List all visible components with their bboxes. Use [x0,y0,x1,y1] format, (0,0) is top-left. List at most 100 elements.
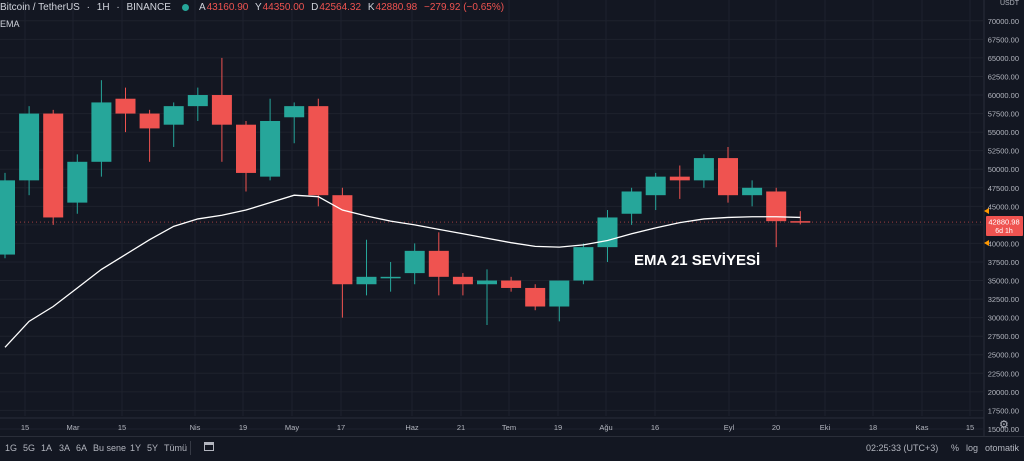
price-tick-label: 65000.00 [988,54,1019,63]
price-tick-label: 55000.00 [988,128,1019,137]
ema21-line [4,194,801,348]
time-tick-label: Haz [405,423,419,432]
high-value: 44350.00 [262,2,305,13]
price-tick-label: 32500.00 [988,295,1019,304]
time-tick-label: 15 [118,423,126,432]
alert-marker-icon [984,208,989,214]
candle-body [19,113,40,181]
price-tick-label: 27500.00 [988,332,1019,341]
range-button-5g[interactable]: 5G [23,443,36,453]
range-button-ytd[interactable]: Bu sene [93,443,127,453]
candle-body [260,120,281,177]
range-button-1a[interactable]: 1A [41,443,53,453]
price-tick-label: 70000.00 [988,17,1019,26]
price-tick-label: 57500.00 [988,110,1019,119]
time-tick-label: 19 [239,423,247,432]
close-label: K [367,2,375,13]
candle-body [645,176,666,196]
candle-body [718,158,738,196]
candle-body [525,287,546,307]
time-tick-label: 21 [457,423,465,432]
range-button-1y[interactable]: 1Y [130,443,142,453]
candle-body [597,217,618,248]
change-value: −279.92 (−0.65%) [424,2,505,13]
price-tick-label: 50000.00 [988,165,1019,174]
price-tick-label: 22500.00 [988,369,1019,378]
low-label: D [311,2,319,13]
time-tick-label: 16 [651,423,659,432]
candle-body [693,158,714,181]
price-tick-label: 25000.00 [988,351,1019,360]
candle-body [43,113,64,218]
price-chart[interactable]: 70000.00 67500.00 65000.00 62500.00 60000.00… [0,0,1024,436]
candle-body [501,280,522,288]
price-tag-value: 42880.98 [988,218,1019,227]
range-button-3a[interactable]: 3A [59,443,71,453]
market-status-icon [181,3,189,11]
time-tick-label: Kas [916,423,929,432]
candle-body [332,195,353,285]
candle-body [669,176,690,181]
high-label: Y [254,2,262,13]
close-value: 42880.98 [375,2,418,13]
symbol-name[interactable]: Bitcoin / TetherUS [0,2,80,13]
price-tick-label: 37500.00 [988,258,1019,267]
ema-annotation-label: EMA 21 SEVİYESİ [634,252,760,269]
calendar-icon[interactable] [204,442,214,451]
interval-label[interactable]: 1H [96,2,110,13]
price-tick-label: 40000.00 [988,239,1019,248]
range-button-all[interactable]: Tümü [164,443,188,453]
time-tick-label: 15 [966,423,974,432]
range-button-6a[interactable]: 6A [76,443,88,453]
price-tick-label: 15000.00 [988,425,1019,434]
low-value: 42564.32 [319,2,362,13]
candle-body [477,280,497,285]
timezone-clock[interactable]: 02:25:33 (UTC+3) [866,443,939,453]
exchange-label: BINANCE [126,2,171,13]
indicator-label[interactable]: EMA [0,19,20,29]
candle-body [742,187,763,196]
candle-body [549,280,570,307]
time-tick-label: 15 [21,423,29,432]
time-tick-label: 18 [869,423,877,432]
price-tick-label: 20000.00 [988,388,1019,397]
candle-body [356,276,377,285]
price-tick-label: 47500.00 [988,184,1019,193]
price-tick-label: 52500.00 [988,147,1019,156]
candle-body [380,276,401,279]
price-tick-label: 60000.00 [988,91,1019,100]
time-tick-label: Eyl [724,423,735,432]
range-button-1g[interactable]: 1G [5,443,18,453]
time-tick-label: Nis [190,423,201,432]
time-tick-label: May [285,423,299,432]
time-tick-label: 20 [772,423,780,432]
price-tick-label: 17500.00 [988,406,1019,415]
open-value: 43160.90 [206,2,249,13]
toolbar-divider [190,441,191,455]
time-tick-label: 19 [554,423,562,432]
candle-body [139,113,160,129]
price-tick-label: 30000.00 [988,314,1019,323]
price-tick-label: 35000.00 [988,277,1019,286]
candle-body [308,106,329,196]
time-tick-label: Mar [67,423,80,432]
price-tick-label: 62500.00 [988,72,1019,81]
log-scale-button[interactable]: log [966,443,979,453]
time-tick-label: Ağu [599,423,612,432]
candle-body [404,250,425,274]
candle-body [284,106,305,118]
settings-gear-icon[interactable]: ⚙ [999,419,1009,431]
candle-body [766,191,787,222]
candle-body [91,102,112,162]
percent-scale-button[interactable]: % [951,443,960,453]
chart-legend-header: Bitcoin / TetherUS · 1H · BINANCE A43160… [0,2,505,13]
currency-label: USDT [999,0,1019,7]
price-tag [986,216,1023,237]
range-button-5y[interactable]: 5Y [147,443,159,453]
auto-scale-button[interactable]: otomatik [985,443,1020,453]
candle-body [115,98,136,114]
time-tick-label: Eki [820,423,831,432]
candle-body [236,124,256,173]
candle-body [0,180,15,255]
candle-body [790,221,811,223]
